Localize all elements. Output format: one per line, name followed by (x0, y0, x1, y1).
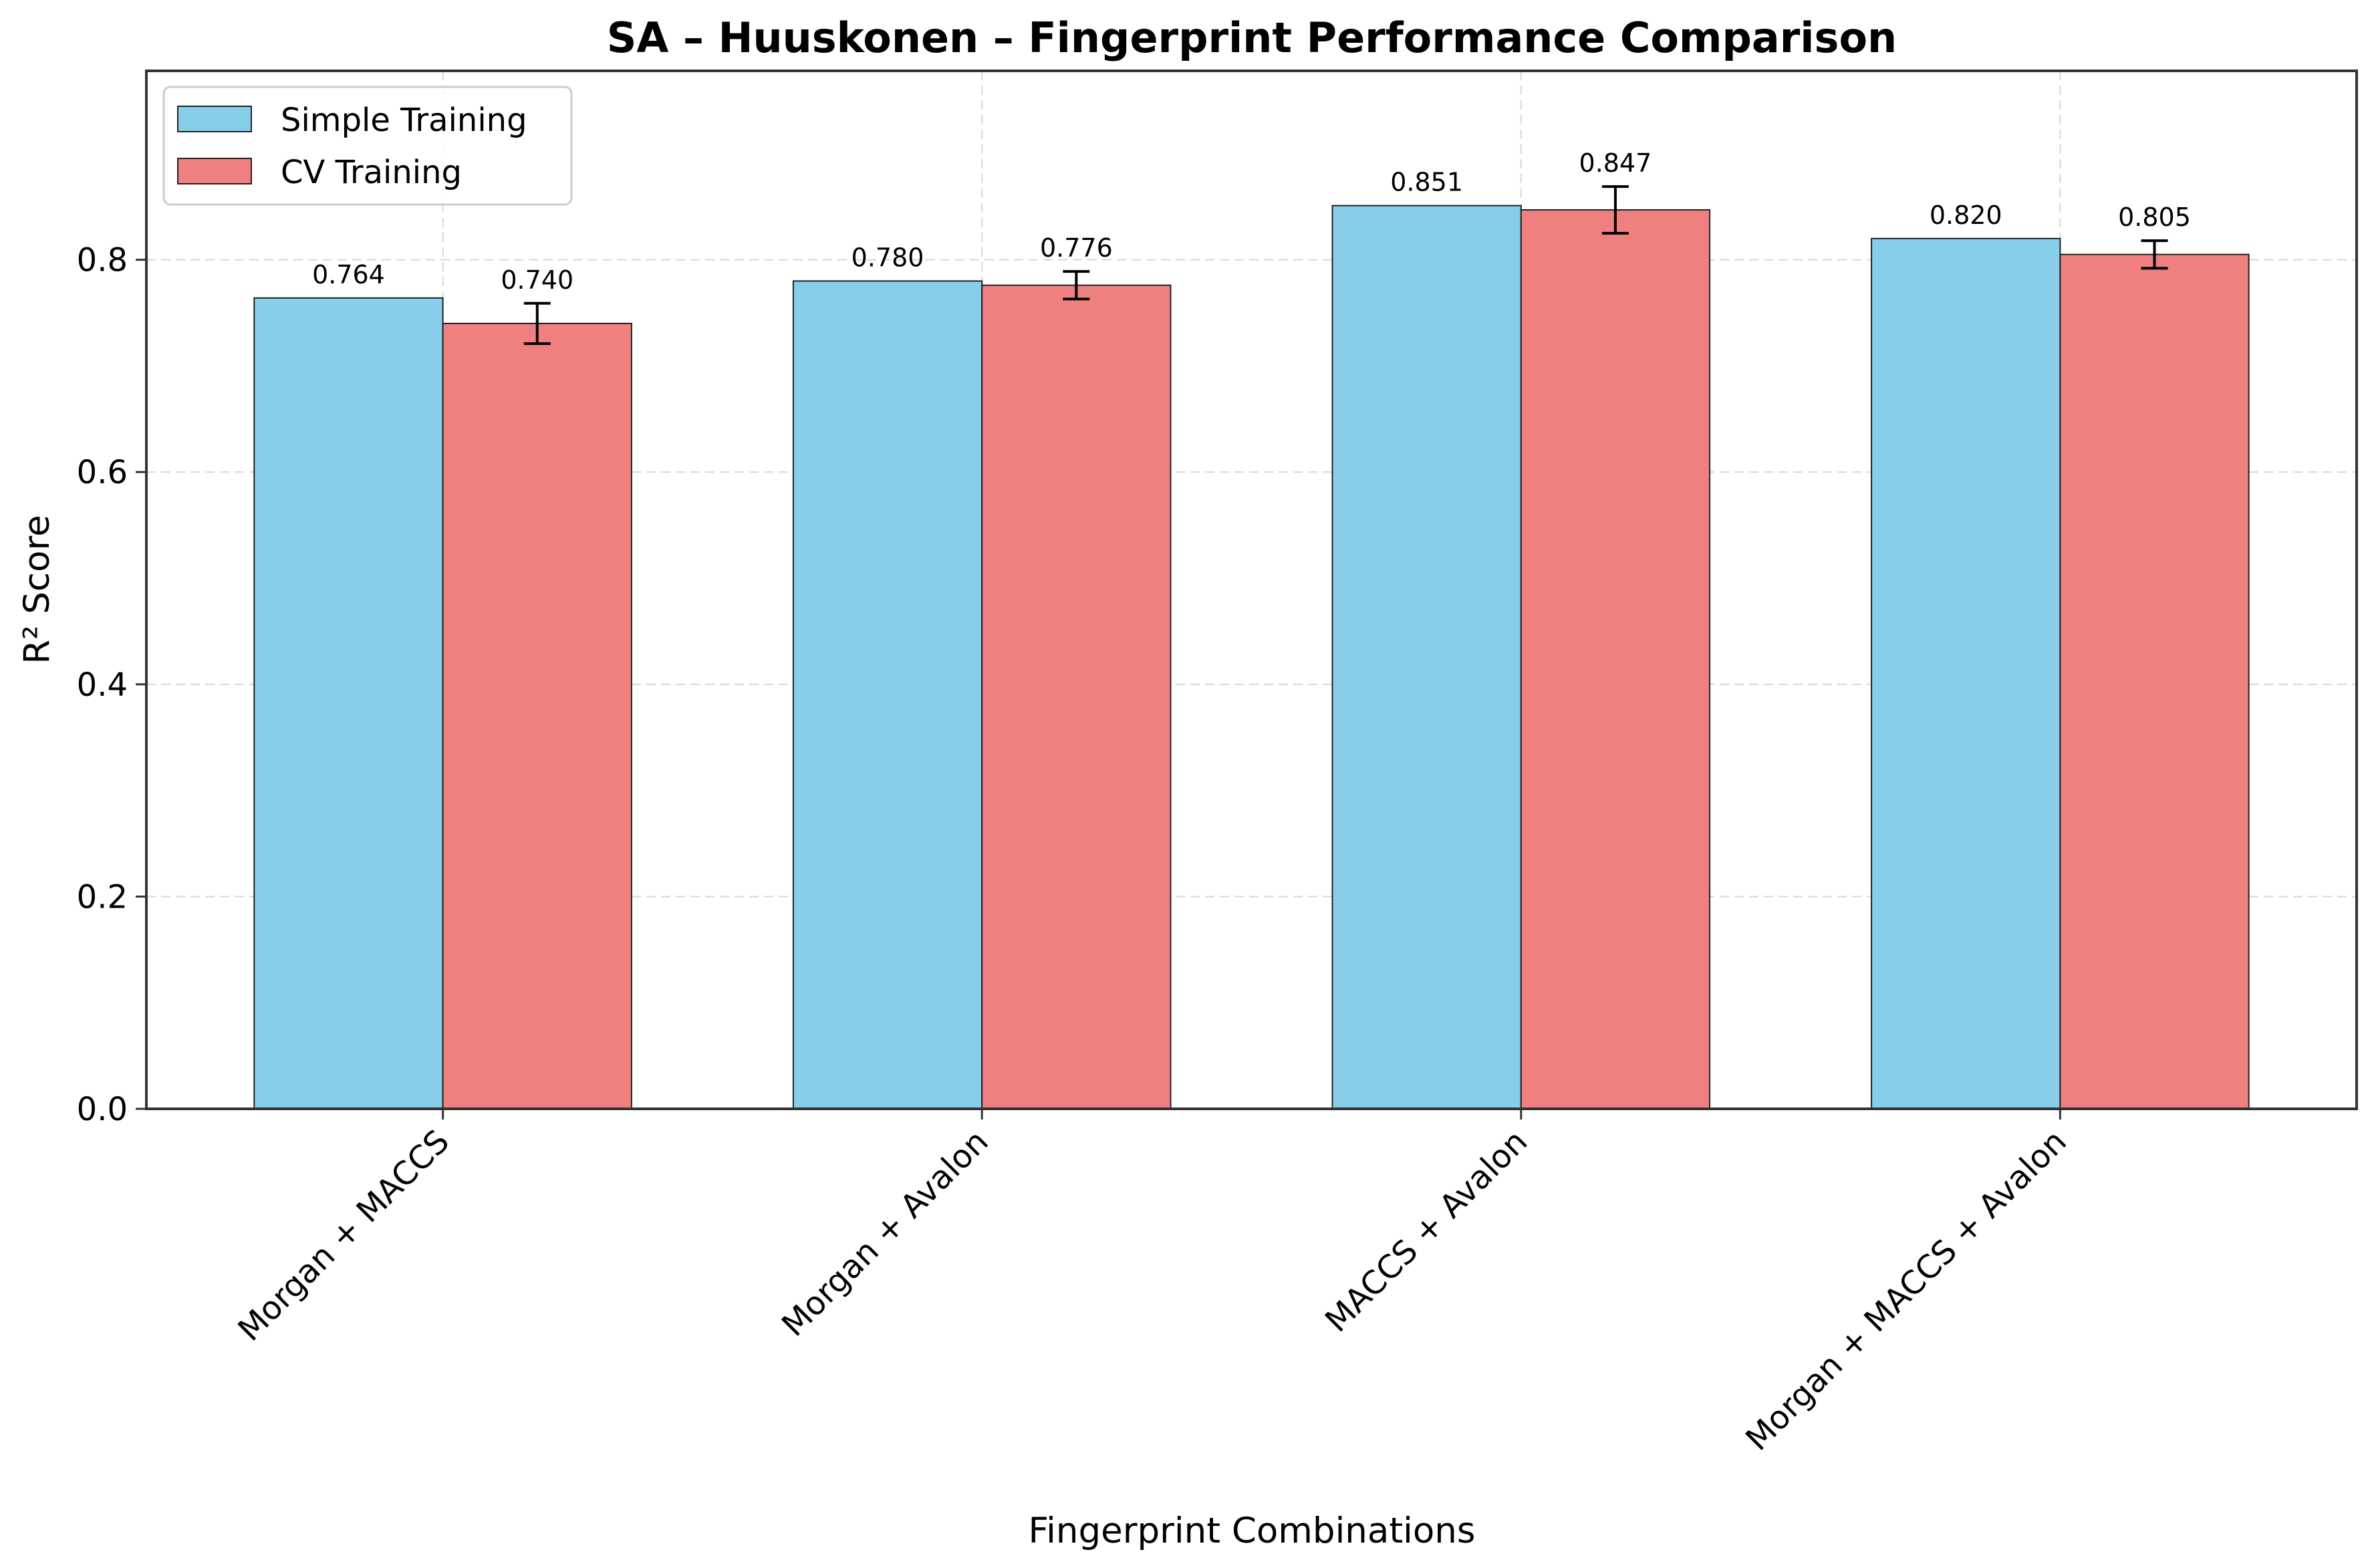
x-axis-label: Fingerprint Combinations (1029, 1511, 1476, 1551)
value-label: 0.740 (501, 265, 573, 295)
legend: Simple Training CV Training (162, 86, 573, 206)
y-tick-label: 0.6 (77, 454, 128, 491)
value-label: 0.764 (312, 260, 385, 289)
value-label: 0.820 (1930, 201, 2002, 230)
value-label: 0.851 (1390, 168, 1463, 197)
bar (1871, 237, 2061, 1109)
y-tick-label: 0.2 (77, 878, 128, 916)
value-label: 0.776 (1040, 233, 1113, 263)
bar (981, 284, 1172, 1109)
chart-title: SA – Huuskonen – Fingerprint Performance… (607, 13, 1897, 62)
bar (792, 280, 983, 1110)
legend-label-simple-training: Simple Training (281, 102, 527, 139)
y-tick-label: 0.0 (77, 1091, 128, 1128)
value-label: 0.780 (851, 243, 924, 272)
legend-swatch-cv-training (177, 158, 252, 184)
bar (1331, 205, 1522, 1109)
value-label: 0.805 (2118, 203, 2191, 232)
bar (442, 322, 632, 1109)
bars (253, 205, 2250, 1110)
y-tick-label: 0.4 (77, 666, 128, 704)
legend-label-cv-training: CV Training (281, 154, 462, 191)
bar (2059, 253, 2250, 1110)
legend-swatch-simple-training (177, 106, 252, 132)
legend-frame (162, 86, 573, 206)
y-axis-label: R² Score (17, 515, 57, 664)
y-tick-label: 0.8 (77, 242, 128, 279)
value-labels: 0.764 0.780 0.851 0.820 0.740 0.776 0.847 0.805 (312, 148, 2191, 295)
bar (1520, 209, 1711, 1110)
value-label: 0.847 (1579, 148, 1652, 178)
plot-frame (145, 70, 2358, 1110)
bar (253, 297, 444, 1109)
error-bars (523, 185, 2168, 346)
